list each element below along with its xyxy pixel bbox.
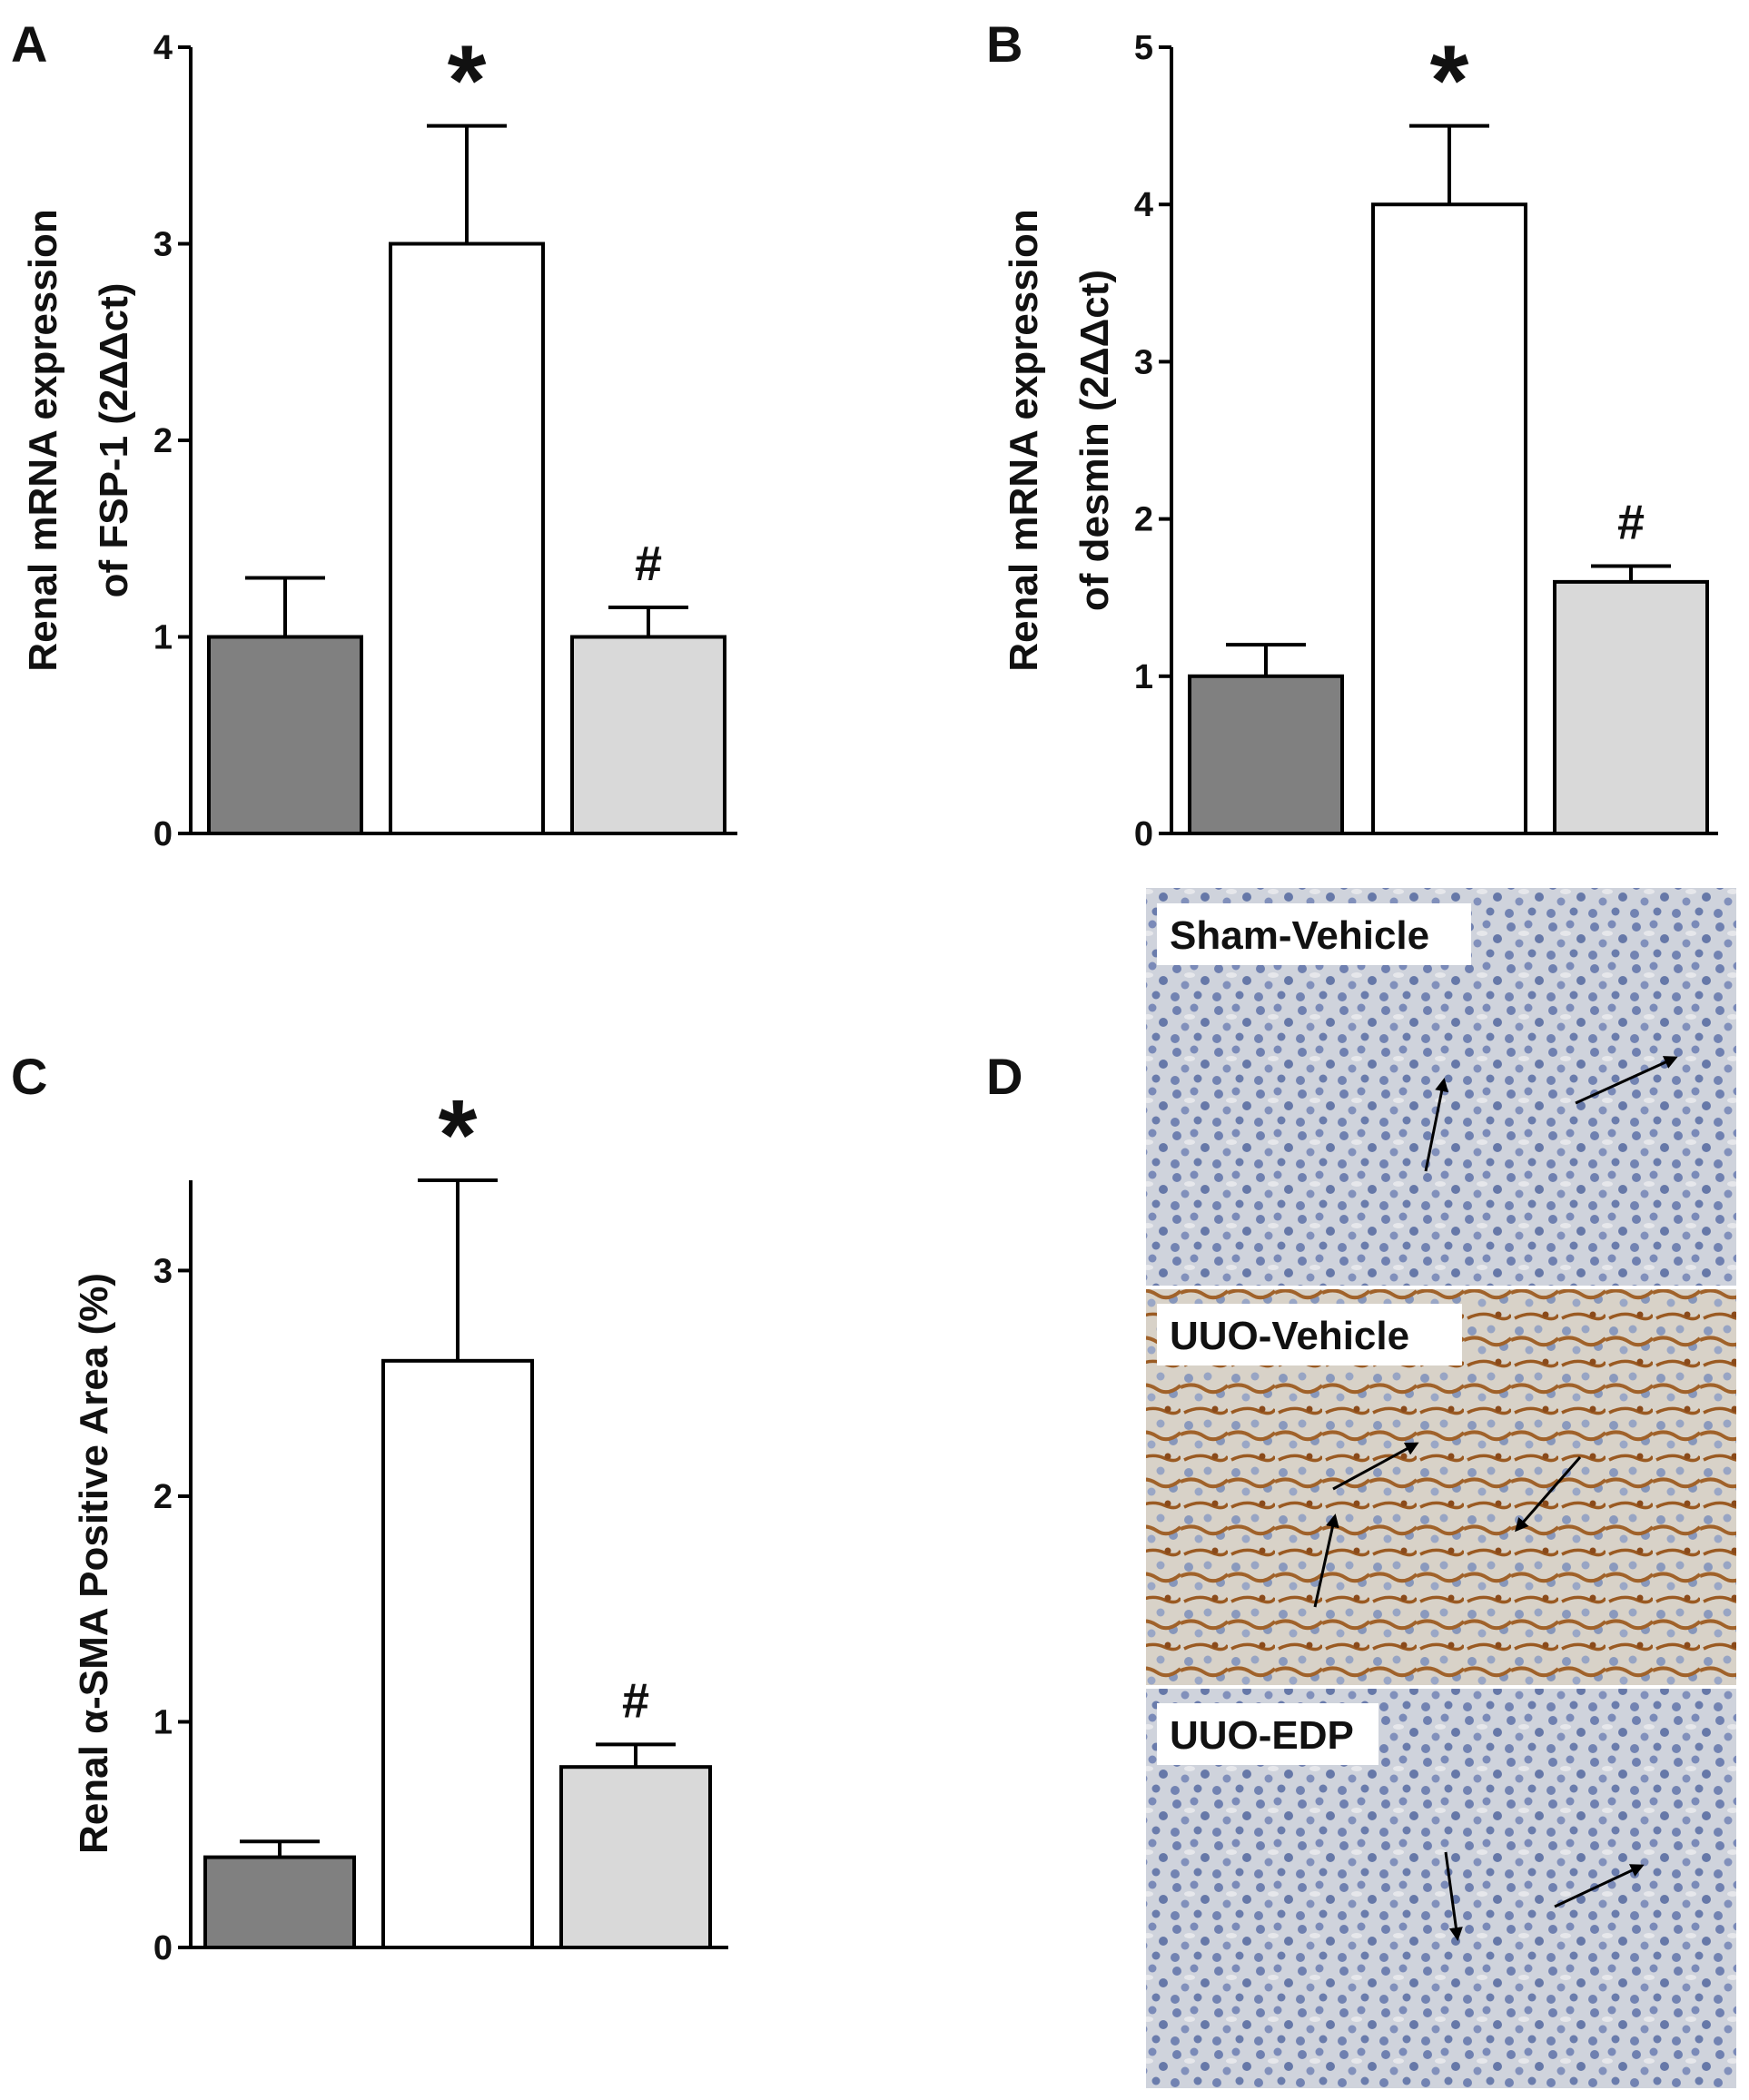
- micro-label-box-3: [1157, 1703, 1378, 1765]
- y-tick-label: 2: [1134, 501, 1153, 539]
- arrow-icon: [1332, 1442, 1419, 1491]
- micro-label-uuo-vehicle: UUO-Vehicle: [1170, 1314, 1409, 1358]
- bar: [1371, 202, 1527, 835]
- panel-letter-b: B: [986, 15, 1023, 73]
- chart-a-fsp1: 0 1 2 3 4 * # Renal mRNA expression of FSP-1 (2Δ…: [21, 25, 737, 853]
- micrograph-panel: Sham-Vehicle UUO-Vehicle UUO-EDP: [1146, 888, 1736, 2088]
- significance-hash: #: [635, 537, 662, 591]
- panel-letter-c: C: [11, 1048, 47, 1105]
- significance-star: *: [439, 1080, 478, 1191]
- bar: [1553, 579, 1709, 835]
- arrow-icon: [1554, 1864, 1645, 1908]
- arrow-icon: [1424, 1078, 1449, 1172]
- y-axis-label: Renal α-SMA Positive Area (%): [72, 1273, 116, 1854]
- y-tick-label: 0: [153, 815, 173, 853]
- y-tick-label: 4: [153, 29, 173, 67]
- arrow-icon: [1575, 1056, 1678, 1105]
- bar: [381, 1358, 534, 1949]
- arrow-icon: [1444, 1851, 1463, 1941]
- chart-b-desmin: 0 1 2 3 4 5 * # Renal mRNA expression of desmin (…: [1002, 25, 1718, 853]
- significance-star: *: [1430, 25, 1469, 137]
- y-tick-label: 1: [153, 1703, 173, 1741]
- y-tick-label: 4: [1134, 186, 1153, 224]
- y-tick-label: 1: [1134, 658, 1153, 696]
- significance-star: *: [448, 25, 487, 137]
- micro-label-sham-vehicle: Sham-Vehicle: [1170, 913, 1429, 958]
- micro-label-box-1: [1157, 903, 1471, 965]
- y-tick-label: 0: [153, 1929, 173, 1967]
- y-axis-label: of FSP-1 (2ΔΔct): [92, 283, 136, 598]
- y-tick-label: 3: [1134, 343, 1153, 381]
- y-tick-label: 3: [153, 1252, 173, 1290]
- micro-label-uuo-edp: UUO-EDP: [1170, 1713, 1354, 1758]
- bar: [207, 635, 363, 835]
- y-tick-label: 1: [153, 619, 173, 657]
- bar: [203, 1855, 356, 1950]
- bar: [570, 635, 726, 835]
- y-axis-label: of desmin (2ΔΔct): [1072, 270, 1117, 611]
- y-tick-label: 5: [1134, 29, 1153, 67]
- y-tick-label: 0: [1134, 815, 1153, 853]
- y-tick-label: 2: [153, 1478, 173, 1516]
- y-axis-label: Renal mRNA expression: [21, 209, 65, 671]
- bar: [559, 1765, 712, 1950]
- y-tick-label: 2: [153, 422, 173, 460]
- arrow-icon: [1313, 1513, 1339, 1608]
- y-tick-label: 3: [153, 226, 173, 264]
- arrow-icon: [1515, 1456, 1582, 1533]
- panel-letter-a: A: [11, 15, 47, 73]
- bar: [1188, 674, 1344, 835]
- micro-label-box-2: [1157, 1304, 1462, 1365]
- significance-hash: #: [1617, 496, 1645, 550]
- y-axis-label: Renal mRNA expression: [1002, 209, 1046, 671]
- chart-c-sma: 0 1 2 3 * # Renal α-SMA Positive Area (%): [72, 1080, 728, 1967]
- panel-letter-d: D: [986, 1048, 1023, 1105]
- significance-hash: #: [622, 1673, 649, 1728]
- bar: [389, 242, 545, 835]
